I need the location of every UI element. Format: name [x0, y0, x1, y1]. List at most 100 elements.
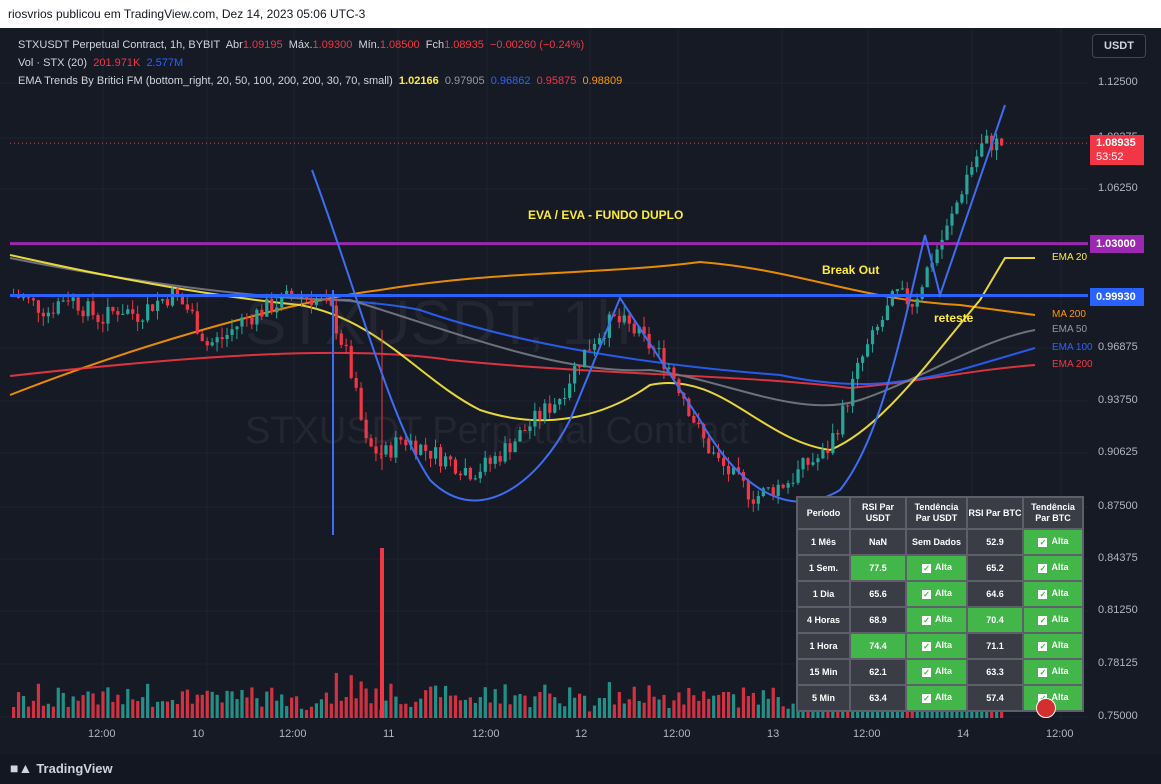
volume-bar: [265, 691, 269, 718]
candle-body: [707, 438, 711, 454]
candle-body: [518, 430, 522, 442]
candle-body: [255, 309, 259, 325]
symbol-label[interactable]: STXUSDT Perpetual Contract, 1h, BYBIT: [18, 39, 221, 51]
volume-bar: [290, 697, 294, 718]
candle-body: [46, 312, 50, 317]
volume-bar: [438, 697, 443, 718]
volume-bar: [533, 696, 537, 718]
time-axis-label: 12:00: [663, 728, 691, 740]
price-axis-label: 1.06250: [1098, 182, 1138, 194]
volume-bar: [46, 703, 50, 718]
pattern-drawing: [311, 104, 1006, 503]
rsi-table-row: 4 Horas 68.9 ✓ Alta 70.4 ✓ Alta: [798, 608, 1082, 632]
change-value: −0.00260 (−0.24%): [489, 39, 585, 51]
candle-body: [781, 484, 785, 488]
low-label: Mín.: [358, 39, 380, 51]
volume-bar: [558, 703, 562, 718]
rsi-table: Período RSI Par USDT Tendência Par USDT …: [796, 496, 1084, 712]
volume-bar: [553, 697, 557, 718]
volume-bar: [692, 695, 696, 718]
last-price: 1.08935: [1096, 137, 1136, 149]
candle-body: [220, 337, 224, 339]
volume-bar: [627, 699, 631, 718]
currency-button[interactable]: USDT: [1092, 34, 1146, 58]
volume-bar: [458, 700, 463, 718]
candle-body: [821, 450, 825, 459]
volume-bar: [602, 697, 607, 718]
volume-bar: [180, 691, 185, 718]
candle-body: [230, 329, 234, 335]
ema-value-2: 0.97905: [444, 75, 485, 87]
volume-bar: [76, 700, 80, 718]
row-rsi-btc: 71.1: [968, 634, 1022, 658]
candle-body: [1000, 138, 1004, 146]
row-rsi-usdt: 65.6: [851, 582, 905, 606]
row-trend-btc: ✓Alta: [1024, 608, 1082, 632]
watermark-symbol: STXUSDT, 1h: [245, 289, 631, 358]
candle-body: [915, 298, 919, 307]
price-axis-label: 0.96875: [1098, 341, 1138, 353]
check-icon: ✓: [920, 641, 932, 652]
ema50-tag: EMA 50: [1052, 324, 1088, 335]
volume-bar: [359, 681, 363, 718]
volume-bar: [394, 696, 398, 718]
watermark-description: STXUSDT Perpetual Contract: [245, 410, 750, 452]
candle-body: [260, 309, 264, 317]
candle-body: [573, 366, 577, 384]
candle-body: [225, 334, 229, 339]
volume-bar: [672, 700, 676, 718]
volume-bar: [165, 701, 170, 718]
ema50-line: [9, 257, 1036, 407]
candle-body: [131, 309, 135, 314]
ema-label[interactable]: EMA Trends By Britici FM (bottom_right, …: [18, 75, 393, 87]
volume-bar: [86, 691, 90, 718]
candle-body: [508, 443, 512, 453]
volume-bar: [334, 672, 338, 718]
volume-bar: [384, 700, 388, 718]
row-trend-usdt: Sem Dados: [907, 530, 966, 554]
candle-body: [240, 317, 244, 327]
volume-bar: [687, 687, 691, 718]
volume-bar: [717, 694, 721, 718]
volume-bar: [429, 686, 433, 718]
breakout-annotation[interactable]: Break Out: [822, 263, 880, 277]
candle-body: [826, 450, 830, 454]
candle-body: [61, 300, 65, 302]
price-axis-label: 0.90625: [1098, 446, 1138, 458]
volume-bar: [453, 695, 458, 718]
volume-bar: [61, 692, 65, 718]
volume-bar: [185, 689, 189, 718]
rsi-table-row: 15 Min 62.1 ✓ Alta 63.3 ✓ Alta: [798, 660, 1082, 684]
time-axis-label: 12:00: [1046, 728, 1074, 740]
candle-body: [796, 469, 800, 483]
candle-body: [339, 333, 343, 345]
candle-body: [369, 438, 373, 447]
low-value: 1.08500: [379, 39, 420, 51]
volume-bar: [771, 687, 775, 718]
volume-bar: [195, 694, 199, 718]
candle-body: [771, 487, 775, 497]
candle-body: [950, 213, 954, 226]
row-period: 1 Mês: [798, 530, 849, 554]
candle-body: [245, 317, 249, 319]
candle-body: [597, 338, 602, 345]
time-axis-label: 12:00: [279, 728, 307, 740]
tradingview-logo[interactable]: ■▲ TradingView: [10, 760, 113, 776]
row-trend-usdt: ✓ Alta: [907, 556, 966, 580]
candle-body: [970, 167, 974, 175]
candle-body: [870, 330, 875, 345]
retest-annotation[interactable]: reteste: [934, 311, 974, 325]
candle-body: [280, 294, 284, 308]
volume-bar: [146, 683, 150, 718]
row-rsi-btc: 65.2: [968, 556, 1022, 580]
volume-bar: [81, 695, 85, 718]
price-axis-label: 0.78125: [1098, 657, 1138, 669]
volume-bar: [12, 706, 16, 718]
candle-body: [155, 300, 160, 311]
volume-bar: [443, 685, 448, 718]
volume-label[interactable]: Vol · STX (20): [18, 57, 88, 69]
pattern-annotation[interactable]: EVA / EVA - FUNDO DUPLO: [528, 208, 684, 222]
volume-bar: [568, 687, 572, 718]
